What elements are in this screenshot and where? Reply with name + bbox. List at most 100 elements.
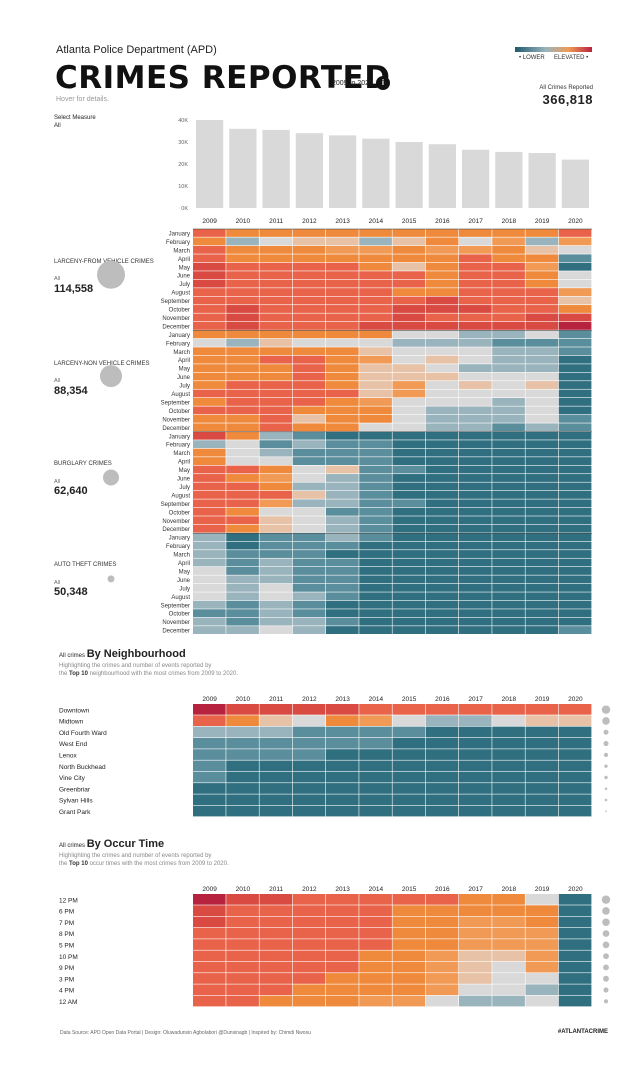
heat-cell xyxy=(525,389,559,398)
heat-cell xyxy=(193,760,226,772)
heat-cell xyxy=(492,609,525,618)
heat-cell xyxy=(292,389,326,398)
year-label-2018: 2018 xyxy=(502,696,517,703)
heat-cell xyxy=(558,760,592,772)
heat-cell xyxy=(392,704,426,715)
heat-cell xyxy=(292,457,326,465)
heat-cell xyxy=(326,984,359,996)
heat-cell xyxy=(359,355,392,364)
heat-cell xyxy=(492,973,525,984)
heat-cell xyxy=(425,805,459,817)
heat-cell xyxy=(425,592,459,601)
year-label-2009: 2009 xyxy=(202,886,217,893)
heat-cell xyxy=(425,406,459,415)
heat-cell xyxy=(193,288,226,296)
heat-cell xyxy=(359,440,392,449)
month-label: September xyxy=(161,502,190,508)
row-total-dot xyxy=(603,953,609,960)
month-label: July xyxy=(179,586,190,592)
heat-cell xyxy=(226,617,259,626)
heat-cell xyxy=(558,894,592,905)
heat-cell xyxy=(226,288,259,296)
category-name-larceny-non-vehicle: LARCENY-NON VEHICLE CRIMES xyxy=(54,361,150,367)
heat-cell xyxy=(492,927,525,939)
heat-cell xyxy=(292,372,326,381)
heat-cell xyxy=(226,347,259,356)
heat-cell xyxy=(259,575,293,584)
month-label: December xyxy=(162,324,190,330)
heat-cell xyxy=(392,414,426,423)
heat-cell xyxy=(326,783,359,794)
month-label: April xyxy=(178,460,190,466)
heat-cell xyxy=(459,524,492,533)
heat-cell xyxy=(558,794,592,806)
heat-cell xyxy=(193,749,226,760)
heat-cell xyxy=(525,894,559,905)
heat-cell xyxy=(326,592,359,601)
heat-cell xyxy=(292,364,326,373)
measure-selector[interactable]: All xyxy=(54,123,61,129)
heat-cell xyxy=(492,771,525,783)
row-total-dot xyxy=(603,987,609,993)
heat-cell xyxy=(492,524,525,533)
category-dot xyxy=(103,469,119,486)
heat-cell xyxy=(459,364,492,373)
heat-cell xyxy=(558,516,592,525)
heat-cell xyxy=(226,927,259,939)
heat-cell xyxy=(459,609,492,618)
heat-cell xyxy=(525,423,559,432)
row-label: 6 PM xyxy=(59,909,74,916)
heat-cell xyxy=(226,916,259,928)
heat-cell xyxy=(525,916,559,928)
heat-cell xyxy=(425,950,459,962)
occur-desc-line2: the Top 10 occur times with the most cri… xyxy=(59,860,319,868)
category-dot xyxy=(100,365,122,388)
heat-cell xyxy=(292,583,326,592)
heat-cell xyxy=(425,617,459,626)
category-total-larceny-vehicle: 114,558 xyxy=(54,283,94,295)
heat-cell xyxy=(193,440,226,449)
heat-cell xyxy=(525,550,559,558)
heat-cell xyxy=(326,973,359,984)
year-label-2011: 2011 xyxy=(269,886,283,893)
year-label-2016: 2016 xyxy=(435,696,450,703)
heat-cell xyxy=(259,414,293,423)
heat-cell xyxy=(525,457,559,465)
heat-cell xyxy=(425,533,459,542)
heat-cell xyxy=(492,288,525,296)
heat-cell xyxy=(193,237,226,246)
occur-desc-line1: Highlighting the crimes and number of ev… xyxy=(59,853,212,859)
month-label: February xyxy=(166,544,190,550)
heat-cell xyxy=(359,364,392,373)
info-icon[interactable]: i xyxy=(376,76,390,90)
heat-cell xyxy=(558,389,592,398)
heat-cell xyxy=(558,592,592,601)
heat-cell xyxy=(459,507,492,516)
neighbourhood-section-description: Highlighting the crimes and number of ev… xyxy=(59,662,319,678)
heat-cell xyxy=(425,600,459,609)
heat-cell xyxy=(193,465,226,474)
heat-cell xyxy=(226,465,259,474)
heat-cell xyxy=(226,550,259,558)
heat-cell xyxy=(558,995,592,1007)
year-label-2013: 2013 xyxy=(335,886,350,893)
heat-cell xyxy=(558,507,592,516)
heat-cell xyxy=(226,567,259,575)
heat-cell xyxy=(259,737,293,749)
heat-cell xyxy=(292,916,326,928)
heat-cell xyxy=(425,760,459,772)
month-label: September xyxy=(161,299,190,305)
heat-cell xyxy=(525,704,559,715)
heat-cell xyxy=(193,490,226,499)
heat-cell xyxy=(259,950,293,962)
heat-cell xyxy=(193,381,226,389)
heat-cell xyxy=(558,414,592,423)
heat-cell xyxy=(359,905,392,916)
heat-cell xyxy=(292,288,326,296)
heat-cell xyxy=(558,321,592,330)
year-label-2012: 2012 xyxy=(302,696,317,703)
heat-cell xyxy=(292,254,326,263)
heat-cell xyxy=(326,245,359,254)
heat-cell xyxy=(226,229,259,237)
heat-cell xyxy=(359,626,392,634)
